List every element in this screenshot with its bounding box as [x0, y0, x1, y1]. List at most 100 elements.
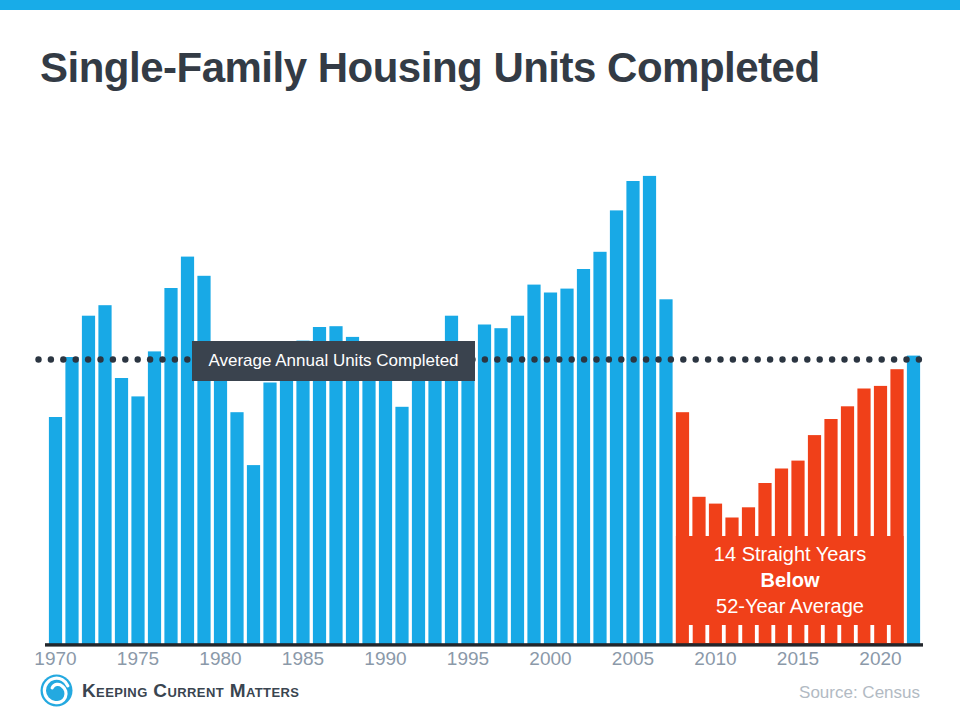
average-line-dot: [854, 356, 860, 362]
bar-2005: [626, 181, 639, 644]
bar-1977: [164, 288, 177, 644]
average-line-dot: [866, 356, 872, 362]
block-notch: [870, 625, 874, 643]
kcm-swirl-icon: [40, 674, 73, 707]
bar-1970: [49, 417, 62, 644]
annotation-line-3: 52-Year Average: [674, 593, 906, 619]
slide: Single-Family Housing Units Completed 19…: [0, 0, 960, 720]
bar-1990: [379, 371, 392, 644]
bar-1992: [412, 371, 425, 644]
bar-1972: [82, 316, 95, 644]
average-line-dot: [593, 356, 599, 362]
x-tick-2020: 2020: [859, 648, 901, 669]
block-notch: [887, 625, 891, 643]
average-line-dot: [159, 356, 165, 362]
average-line-dot: [767, 356, 773, 362]
average-line-dot: [606, 356, 612, 362]
average-line-dot: [841, 356, 847, 362]
block-notch: [722, 625, 726, 643]
average-line-dot: [556, 356, 562, 362]
bar-1988: [346, 337, 359, 644]
average-line-dot: [680, 356, 686, 362]
average-line-dot: [135, 356, 141, 362]
block-notch: [755, 625, 759, 643]
average-line-dot: [655, 356, 661, 362]
bar-1993: [428, 350, 441, 644]
bar-2003: [593, 252, 606, 644]
average-line-dot: [631, 356, 637, 362]
x-tick-1975: 1975: [117, 648, 159, 669]
average-line-dot: [507, 356, 513, 362]
bar-1998: [511, 316, 524, 644]
bar-1981: [230, 412, 243, 644]
bar-1999: [527, 285, 540, 644]
average-line-dot: [829, 356, 835, 362]
average-line-dot: [172, 356, 178, 362]
bar-1985: [296, 341, 309, 644]
kcm-logo-text: Keeping Current Matters: [82, 680, 299, 702]
average-line-dot: [742, 356, 748, 362]
average-line-dot: [792, 356, 798, 362]
bar-2000: [544, 293, 557, 645]
block-notch: [771, 625, 775, 643]
x-axis-line: [45, 643, 923, 646]
bar-2006: [643, 176, 656, 644]
bar-2007: [659, 299, 672, 644]
block-notch: [837, 625, 841, 643]
bar-1971: [65, 357, 78, 644]
average-line-dot: [494, 356, 500, 362]
average-line-dot: [693, 356, 699, 362]
x-tick-1980: 1980: [199, 648, 241, 669]
bar-2022: [907, 356, 920, 644]
average-line-dot: [147, 356, 153, 362]
bar-1995: [461, 342, 474, 644]
x-tick-2015: 2015: [777, 648, 819, 669]
kcm-logo: Keeping Current Matters: [40, 674, 299, 707]
average-line-dot: [544, 356, 550, 362]
average-line-dot: [643, 356, 649, 362]
source-credit: Source: Census: [799, 683, 920, 703]
x-tick-1995: 1995: [447, 648, 489, 669]
block-notch: [788, 625, 792, 643]
x-tick-2000: 2000: [529, 648, 571, 669]
average-line-dot: [97, 356, 103, 362]
average-line-label: Average Annual Units Completed: [192, 341, 475, 381]
average-line-dot: [48, 356, 54, 362]
average-line-dot: [891, 356, 897, 362]
block-notch: [804, 625, 808, 643]
bar-1996: [478, 325, 491, 645]
bar-1978: [181, 257, 194, 644]
average-line-dot: [717, 356, 723, 362]
x-tick-2005: 2005: [612, 648, 654, 669]
bar-1989: [362, 354, 375, 644]
average-line-dot: [73, 356, 79, 362]
bar-2001: [560, 289, 573, 644]
bar-1980: [214, 373, 227, 644]
average-line-dot: [618, 356, 624, 362]
bar-1974: [115, 378, 128, 644]
x-tick-2010: 2010: [694, 648, 736, 669]
bar-1979: [197, 276, 210, 644]
average-line-dot: [817, 356, 823, 362]
block-notch: [689, 625, 693, 643]
average-line-dot: [705, 356, 711, 362]
block-notch: [705, 625, 709, 643]
block-notch: [738, 625, 742, 643]
average-line-dot: [110, 356, 116, 362]
average-line-dot: [730, 356, 736, 362]
average-line-dot: [569, 356, 575, 362]
average-line-dot: [755, 356, 761, 362]
bar-1982: [247, 465, 260, 644]
bar-1997: [494, 328, 507, 644]
average-line-dot: [482, 356, 488, 362]
average-line-dot: [879, 356, 885, 362]
average-line-dot: [85, 356, 91, 362]
average-line-dot: [916, 356, 922, 362]
average-line-dot: [903, 356, 909, 362]
annotation-line-2: Below: [674, 567, 906, 593]
average-line-dot: [779, 356, 785, 362]
bar-2002: [577, 269, 590, 644]
block-notch: [821, 625, 825, 643]
bar-1976: [148, 351, 161, 644]
bar-2004: [610, 210, 623, 644]
